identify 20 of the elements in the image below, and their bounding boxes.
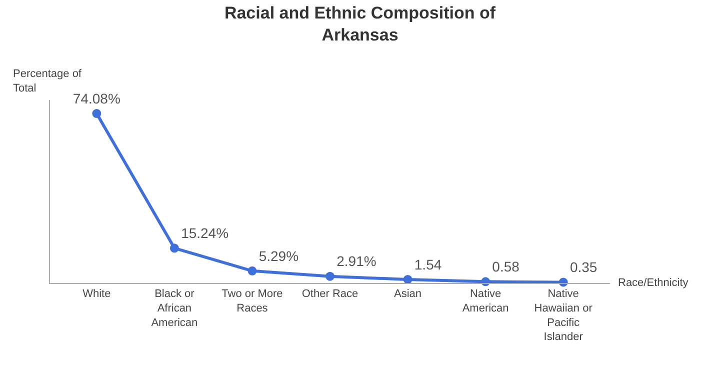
data-label: 2.91% bbox=[336, 253, 376, 270]
point bbox=[403, 274, 412, 284]
x-tick-label: White bbox=[82, 288, 111, 300]
point bbox=[92, 109, 102, 118]
x-tick-label: Native American bbox=[462, 288, 509, 314]
x-tick-label: Black or African American bbox=[151, 288, 198, 329]
data-label: 5.29% bbox=[258, 248, 299, 264]
point bbox=[170, 244, 179, 253]
x-tick-label: Other Race bbox=[302, 288, 358, 300]
x-tick-label: Two or More Races bbox=[222, 288, 283, 314]
x-tick-label: Asian bbox=[394, 288, 422, 300]
x-tick-label: Native Hawaiian or Pacific Islander bbox=[534, 288, 593, 344]
data-label: 1.54 bbox=[414, 256, 442, 272]
x-axis-title: Race/Ethnicity bbox=[618, 277, 689, 289]
data-label: 0.35 bbox=[570, 259, 598, 276]
chart-title: Racial and Ethnic Composition of Arkansas bbox=[224, 4, 496, 45]
point bbox=[248, 266, 257, 276]
point bbox=[326, 272, 334, 281]
data-label: 0.58 bbox=[492, 258, 520, 275]
data-label: 15.24% bbox=[181, 225, 229, 242]
